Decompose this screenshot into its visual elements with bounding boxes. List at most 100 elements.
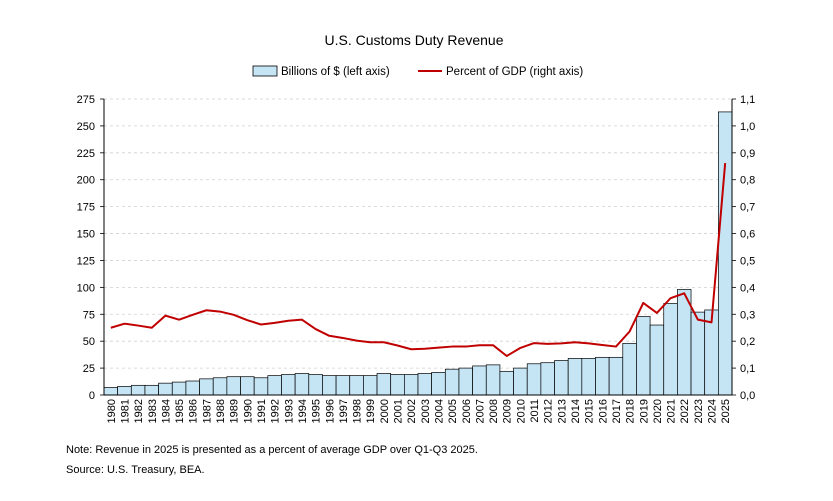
- bar: [253, 377, 269, 396]
- left-tick-label: 25: [83, 363, 95, 375]
- right-tick-label: 0,6: [740, 229, 755, 241]
- bar: [349, 375, 364, 396]
- x-tick-label: 1985: [174, 399, 186, 423]
- left-tick-label: 125: [77, 255, 95, 267]
- bar: [717, 111, 733, 396]
- bar: [294, 373, 310, 396]
- line-series: [110, 162, 727, 357]
- bar: [567, 358, 583, 396]
- x-tick-label: 2004: [433, 399, 445, 423]
- bar: [281, 374, 296, 396]
- bar: [267, 375, 282, 396]
- bar: [130, 384, 146, 396]
- right-tick-label: 0,5: [740, 255, 755, 267]
- right-tick-label: 0,7: [740, 202, 755, 214]
- bar: [117, 386, 132, 396]
- x-tick-label: 2012: [543, 399, 555, 423]
- left-tick-label: 175: [77, 202, 95, 214]
- x-tick-label: 2001: [393, 399, 405, 423]
- x-tick-label: 2016: [597, 399, 609, 423]
- axes: [103, 99, 733, 396]
- x-tick-label: 2017: [611, 399, 623, 423]
- bar: [226, 376, 241, 396]
- bar: [376, 373, 392, 396]
- bar: [485, 364, 501, 396]
- x-tick-label: 1987: [201, 399, 213, 423]
- left-tick-label: 275: [77, 94, 95, 106]
- right-tick-label: 1,0: [740, 121, 755, 133]
- bar: [444, 368, 460, 396]
- legend-label-bars: Billions of $ (left axis): [281, 66, 390, 78]
- bar: [608, 356, 624, 396]
- x-tick-label: 2019: [638, 399, 650, 423]
- x-tick-label: 1999: [365, 399, 377, 423]
- bar: [240, 376, 255, 396]
- right-axis-ticks: 0,0 0,1 0,2 0,3 0,4 0,5 0,6 0,7 0,8 0,9 1,0 1,1: [732, 94, 755, 402]
- x-tick-label: 2022: [679, 399, 691, 423]
- percent-gdp-line: [110, 162, 727, 357]
- chart-title: U.S. Customs Duty Revenue: [325, 32, 504, 48]
- bar: [417, 373, 433, 396]
- x-tick-label: 1980: [106, 399, 118, 423]
- left-tick-label: 50: [83, 336, 95, 348]
- x-tick-label: 1984: [160, 399, 172, 423]
- x-tick-label: 2021: [666, 399, 678, 423]
- x-tick-label: 2008: [488, 399, 500, 423]
- left-tick-label: 100: [77, 282, 95, 294]
- bar: [472, 365, 487, 396]
- bar: [431, 372, 446, 396]
- x-tick-label: 2024: [707, 399, 719, 423]
- bar: [622, 342, 637, 396]
- legend-label-line: Percent of GDP (right axis): [446, 66, 583, 78]
- x-tick-label: 2010: [515, 399, 527, 423]
- left-tick-label: 0: [89, 390, 95, 402]
- x-tick-label: 2011: [529, 399, 541, 423]
- bar: [103, 387, 119, 396]
- bar: [636, 316, 651, 396]
- right-tick-label: 0,8: [740, 175, 755, 187]
- bar: [595, 356, 610, 396]
- x-tick-label: 1998: [352, 399, 364, 423]
- x-tick-label: 1991: [256, 399, 268, 423]
- x-tick-label: 1993: [283, 399, 295, 423]
- x-tick-label: 1981: [119, 399, 131, 423]
- x-tick-label: 2025: [720, 399, 732, 423]
- left-tick-label: 150: [77, 229, 95, 241]
- bar: [540, 362, 555, 396]
- bar: [363, 375, 378, 396]
- x-tick-label: 2020: [652, 399, 664, 423]
- bar: [390, 374, 405, 396]
- legend-swatch-bars: [252, 65, 278, 77]
- x-axis-ticks: 1980 1981 1982 1983 1984 1985 1986 1987 1988 1989…: [106, 399, 732, 423]
- bar: [663, 303, 678, 396]
- bar: [144, 384, 159, 396]
- x-tick-label: 2005: [447, 399, 459, 423]
- bar: [649, 324, 665, 396]
- left-axis-ticks: 0 25 50 75 100 125 150 175 200 225 250 275: [77, 94, 104, 402]
- bar: [513, 367, 528, 396]
- bar: [212, 377, 228, 396]
- bar: [171, 381, 187, 396]
- right-tick-label: 0,2: [740, 336, 755, 348]
- x-tick-label: 2003: [420, 399, 432, 423]
- right-tick-label: 0,0: [740, 390, 755, 402]
- left-tick-label: 200: [77, 175, 95, 187]
- bar: [458, 367, 473, 396]
- left-tick-label: 75: [83, 309, 95, 321]
- bar: [499, 370, 514, 396]
- bar: [199, 378, 214, 396]
- bar: [185, 380, 200, 396]
- bar: [335, 375, 351, 396]
- x-tick-label: 2009: [502, 399, 514, 423]
- right-tick-label: 0,9: [740, 148, 755, 160]
- x-tick-label: 2023: [693, 399, 705, 423]
- bar: [690, 311, 706, 396]
- x-tick-label: 1996: [324, 399, 336, 423]
- bar: [526, 363, 542, 396]
- x-tick-label: 2014: [570, 399, 582, 423]
- bar: [308, 374, 323, 396]
- bar: [322, 375, 337, 396]
- bar: [554, 360, 569, 396]
- chart-note: Note: Revenue in 2025 is presented as a …: [66, 444, 478, 456]
